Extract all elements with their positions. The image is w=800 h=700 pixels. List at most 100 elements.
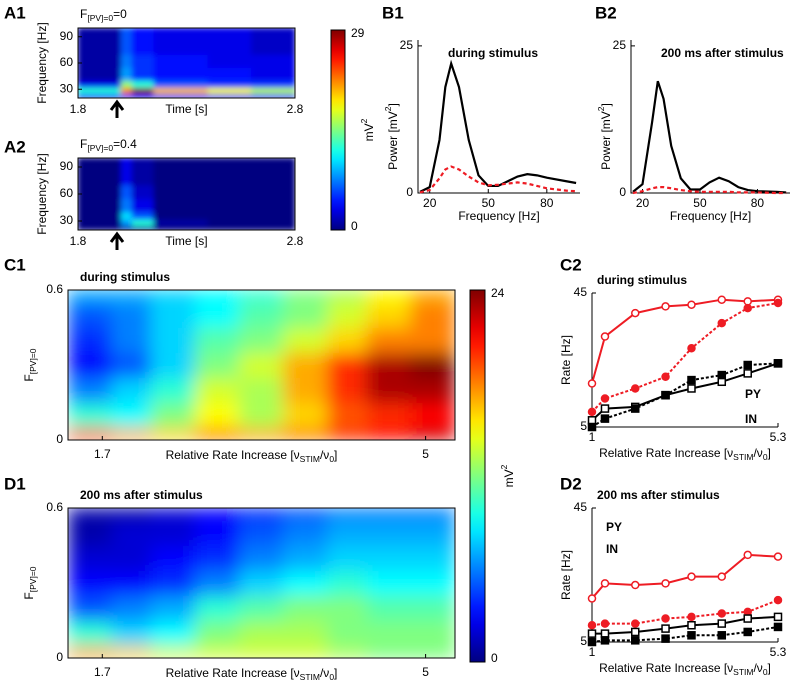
heatmap-cell bbox=[238, 620, 285, 646]
x-axis-label: Relative Rate Increase [νSTIM/ν0] bbox=[166, 666, 338, 682]
heatmap-cell bbox=[194, 520, 240, 546]
heatmap-cell bbox=[327, 595, 368, 621]
heatmap-cell bbox=[238, 595, 285, 621]
marker bbox=[631, 627, 640, 637]
heatmap-cell bbox=[78, 66, 112, 81]
heatmap-cell bbox=[410, 595, 455, 621]
heatmap-cell bbox=[238, 377, 285, 403]
marker bbox=[631, 308, 640, 318]
heatmap-cell bbox=[120, 158, 133, 186]
heatmap-cell bbox=[283, 545, 329, 571]
heatmap-cell bbox=[153, 66, 209, 81]
marker bbox=[687, 384, 696, 393]
x-axis-label: Frequency [Hz] bbox=[458, 209, 539, 223]
marker bbox=[661, 390, 670, 400]
annotation: 200 ms after stimulus bbox=[80, 488, 203, 502]
heatmap-cell bbox=[110, 53, 122, 68]
x-tick-label: 1 bbox=[589, 430, 596, 444]
heatmap-cell bbox=[207, 93, 253, 98]
heatmap-cell bbox=[366, 327, 412, 353]
marker bbox=[717, 631, 727, 640]
heatmap-cell bbox=[150, 302, 196, 328]
marker bbox=[587, 407, 597, 417]
panel-title: F[PV]=0=0 bbox=[80, 7, 127, 23]
heatmap-cell bbox=[207, 53, 253, 68]
heatmap-cell bbox=[150, 545, 196, 571]
stimulus-arrow bbox=[109, 99, 125, 118]
heatmap-cell bbox=[153, 218, 209, 226]
colorbar bbox=[469, 289, 486, 663]
heatmap-cell bbox=[111, 645, 152, 658]
y-tick-label: 5 bbox=[580, 634, 587, 648]
marker bbox=[600, 636, 610, 645]
series-line bbox=[419, 165, 577, 194]
heatmap-cell bbox=[207, 66, 253, 81]
y-axis-label: F[PV]=0 bbox=[22, 348, 38, 381]
heatmap bbox=[68, 508, 455, 658]
heatmap-cell bbox=[238, 508, 285, 521]
heatmap-cells bbox=[68, 290, 455, 440]
heatmap-cell bbox=[238, 545, 285, 571]
panel-label: C1 bbox=[4, 255, 26, 274]
annotation: during stimulus bbox=[80, 270, 170, 284]
heatmap-cell bbox=[153, 53, 209, 68]
colorbar bbox=[330, 29, 346, 231]
y-tick-label: 30 bbox=[60, 213, 74, 227]
y-tick-label: 45 bbox=[574, 500, 588, 514]
marker bbox=[687, 375, 696, 385]
heatmap-cell bbox=[150, 508, 196, 521]
marker bbox=[717, 619, 727, 628]
heatmap-cell bbox=[78, 87, 112, 95]
heatmap-cell bbox=[78, 198, 112, 213]
marker bbox=[587, 594, 597, 603]
series-label: PY bbox=[606, 520, 622, 534]
x-tick-label: 80 bbox=[751, 196, 765, 210]
heatmap-cell bbox=[207, 28, 253, 55]
heatmap-cell bbox=[238, 645, 285, 658]
colorbar-label: mV2 bbox=[499, 464, 516, 487]
marker bbox=[687, 612, 696, 622]
heatmap-cell bbox=[410, 620, 455, 646]
heatmap-cell bbox=[68, 427, 113, 440]
heatmap-cell bbox=[150, 352, 196, 378]
heatmap-cell bbox=[327, 427, 368, 440]
heatmap-cell bbox=[283, 620, 329, 646]
heatmap-cell bbox=[120, 225, 133, 230]
heatmap-cell bbox=[111, 427, 152, 440]
marker bbox=[743, 303, 752, 313]
heatmap-cell bbox=[111, 302, 152, 328]
heatmap-cell bbox=[111, 352, 152, 378]
heatmap-cell bbox=[194, 545, 240, 571]
heatmap-cell bbox=[150, 427, 196, 440]
x-tick-label: 2.8 bbox=[287, 102, 304, 116]
marker bbox=[661, 372, 670, 381]
marker bbox=[631, 636, 640, 645]
series-line bbox=[591, 599, 779, 627]
x-tick-label: 1.7 bbox=[94, 447, 111, 461]
heatmap-cell bbox=[68, 402, 113, 428]
heatmap-cell bbox=[120, 93, 133, 98]
x-tick-label: 50 bbox=[693, 196, 707, 210]
heatmap-cell bbox=[207, 218, 253, 226]
heatmap-cell bbox=[251, 80, 295, 88]
panel-title: F[PV]=0=0.4 bbox=[80, 137, 137, 153]
heatmap-cell bbox=[110, 87, 122, 95]
heatmap-cell bbox=[150, 620, 196, 646]
heatmap-cell bbox=[327, 520, 368, 546]
series-line bbox=[591, 302, 779, 413]
y-tick-label: 60 bbox=[60, 55, 74, 69]
heatmap-cell bbox=[366, 290, 412, 303]
heatmap-cell bbox=[120, 80, 133, 88]
marker bbox=[631, 619, 640, 628]
colorbar-label: mV2 bbox=[359, 118, 376, 141]
heatmap-cell bbox=[327, 620, 368, 646]
x-tick-label: 1.8 bbox=[70, 234, 87, 248]
heatmap-cell bbox=[366, 508, 412, 521]
y-tick-label: 90 bbox=[60, 29, 74, 43]
heatmap-cell bbox=[283, 302, 329, 328]
y-axis-label: Rate [Hz] bbox=[559, 335, 573, 385]
heatmap-cell bbox=[68, 545, 113, 571]
y-tick-label: 0.6 bbox=[46, 500, 63, 514]
marker bbox=[743, 614, 752, 623]
series-line bbox=[632, 80, 787, 194]
